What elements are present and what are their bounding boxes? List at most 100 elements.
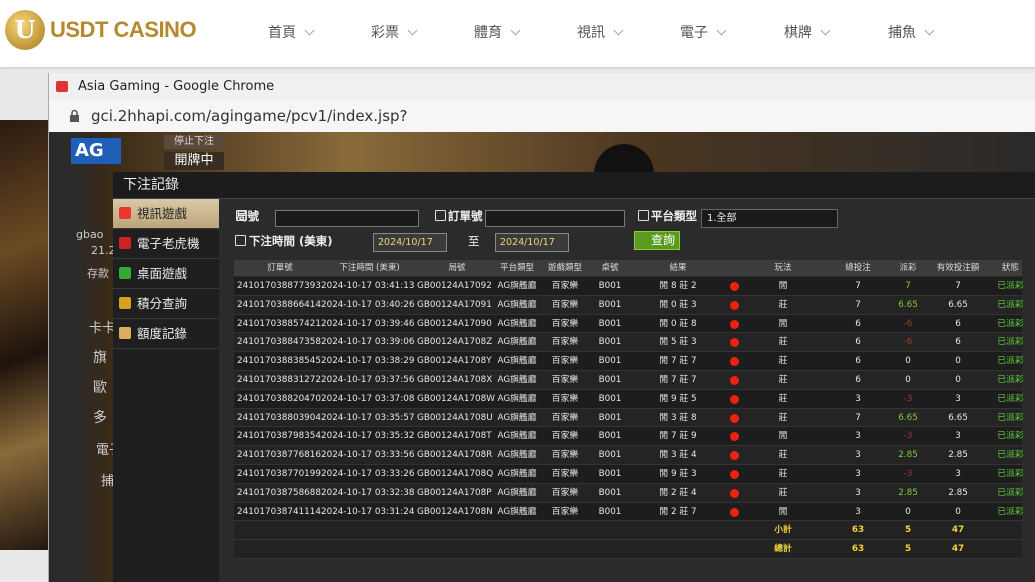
table-cell: 241017038803904	[237, 412, 321, 423]
platform-select[interactable]: 1.全部	[701, 209, 838, 228]
dialog-sidebar: 視訊遊戲 電子老虎機 桌面遊戲積分查詢額度記錄	[113, 199, 219, 582]
table-row	[234, 333, 1022, 353]
table-cell: 0	[905, 356, 911, 367]
url[interactable]: gci.2hhapi.com/agingame/pcv1/index.jsp?	[91, 107, 408, 125]
nav-item[interactable]: 彩票	[371, 22, 418, 42]
table-cell: 6	[955, 337, 961, 348]
video-icon[interactable]	[730, 282, 739, 291]
table-cell: 閒 5 莊 3	[659, 337, 697, 348]
table-cell: AG旗艦廳	[497, 318, 537, 329]
window-title: Asia Gaming - Google Chrome	[78, 79, 275, 94]
table-cell: 3	[855, 431, 861, 442]
sidebar-item[interactable]: 桌面遊戲	[113, 259, 219, 289]
table-cell: 已派彩	[997, 487, 1024, 498]
table-cell: 241017038877393	[237, 281, 321, 291]
column-header: 狀態	[1001, 263, 1019, 273]
table-cell: 241017038741114	[237, 506, 321, 517]
filter-icon	[236, 210, 247, 221]
video-icon[interactable]	[730, 376, 739, 385]
table-row	[234, 352, 1022, 371]
nav-item[interactable]: 體育	[474, 22, 521, 42]
table-cell: 241017038798354	[237, 431, 321, 442]
sidebar-item[interactable]: 電子老虎機	[113, 229, 219, 259]
sidebar-item[interactable]: 額度記錄	[113, 319, 219, 349]
video-icon[interactable]	[730, 470, 739, 479]
table-cell: 6.65	[948, 299, 968, 310]
table-cell: B001	[598, 337, 622, 348]
column-header: 派彩	[899, 263, 917, 273]
table-cell: 百家樂	[551, 412, 579, 423]
table-cell: 6.65	[948, 412, 968, 423]
video-icon[interactable]	[730, 319, 739, 329]
video-icon[interactable]	[730, 432, 739, 442]
table-cell: B001	[598, 431, 622, 442]
video-icon[interactable]	[730, 488, 739, 498]
logo: USDT CASINO	[50, 17, 197, 42]
summary-value: 47	[951, 544, 965, 555]
nav-item[interactable]: 視訊	[577, 22, 624, 42]
video-icon[interactable]	[730, 394, 739, 404]
date-from[interactable]: 2024/10/17	[373, 233, 447, 252]
table-cell: 已派彩	[997, 281, 1024, 291]
video-icon[interactable]	[730, 413, 739, 423]
table-cell: 百家樂	[551, 506, 579, 517]
table-cell: 閒 7 莊 7	[659, 356, 697, 367]
date-to[interactable]: 2024/10/17	[495, 233, 569, 252]
summary-row	[234, 540, 1022, 559]
table-cell: 3	[955, 469, 961, 479]
video-icon[interactable]	[730, 357, 739, 367]
table-cell: 閒 3 莊 4	[659, 450, 697, 461]
table-cell: B001	[598, 318, 622, 329]
video-icon[interactable]	[730, 300, 739, 310]
order-input[interactable]	[485, 210, 625, 227]
table-cell: AG旗艦廳	[497, 375, 537, 385]
table-row	[234, 427, 1022, 447]
sidebar-label: 積分查詢	[137, 296, 188, 311]
table-cell: B001	[598, 299, 622, 310]
video-icon[interactable]	[730, 338, 739, 348]
summary-row	[234, 521, 1022, 541]
table-cell: 6	[855, 375, 861, 385]
table-cell: 已派彩	[997, 356, 1024, 367]
browser-title-bar: Asia Gaming - Google Chrome	[49, 73, 1035, 100]
game-side-text: 歐	[93, 380, 107, 396]
round-input[interactable]	[275, 210, 419, 227]
table-cell: 241017038857421	[237, 318, 321, 329]
background-image	[0, 120, 48, 550]
table-cell: 241017038770199	[237, 469, 321, 479]
sidebar-icon	[119, 237, 131, 249]
label: 至	[468, 234, 480, 248]
table-cell: 2.85	[898, 487, 918, 498]
table-cell: B001	[598, 487, 622, 498]
favicon	[56, 81, 68, 92]
column-header: 結果	[669, 263, 687, 273]
table-cell: 241017038820470	[237, 393, 321, 404]
video-icon[interactable]	[730, 451, 739, 461]
table-row	[234, 277, 1022, 296]
video-icon[interactable]	[730, 507, 739, 517]
table-cell: 6.65	[898, 299, 918, 310]
table-cell: 閒 0 莊 3	[659, 299, 697, 310]
table-cell: AG旗艦廳	[497, 431, 537, 442]
table-header-bg	[234, 260, 1022, 276]
query-button[interactable]: 查詢	[634, 231, 681, 250]
sidebar-item[interactable]: 積分查詢	[113, 289, 219, 319]
nav-item[interactable]: 捕魚	[888, 22, 935, 42]
table-cell: 閒 2 莊 4	[659, 487, 697, 498]
nav-item[interactable]: 電子	[680, 22, 727, 42]
table-row	[234, 408, 1022, 428]
nav-item[interactable]: 棋牌	[784, 22, 831, 42]
sidebar-item[interactable]: 視訊遊戲	[113, 199, 219, 229]
table-cell: 閒 9 莊 5	[659, 393, 697, 404]
table-cell: GB00124A1708W	[417, 393, 495, 404]
table-row	[234, 483, 1022, 503]
nav-item[interactable]: 首頁	[268, 22, 315, 42]
table-cell: 莊	[778, 375, 788, 385]
table-cell: B001	[598, 412, 622, 423]
table-cell: 2024-10-17 03:35:32	[321, 431, 415, 442]
table-cell: B001	[598, 356, 622, 367]
table-cell: AG旗艦廳	[497, 487, 537, 498]
table-cell: 7	[855, 299, 861, 310]
table-cell: AG旗艦廳	[497, 337, 537, 348]
